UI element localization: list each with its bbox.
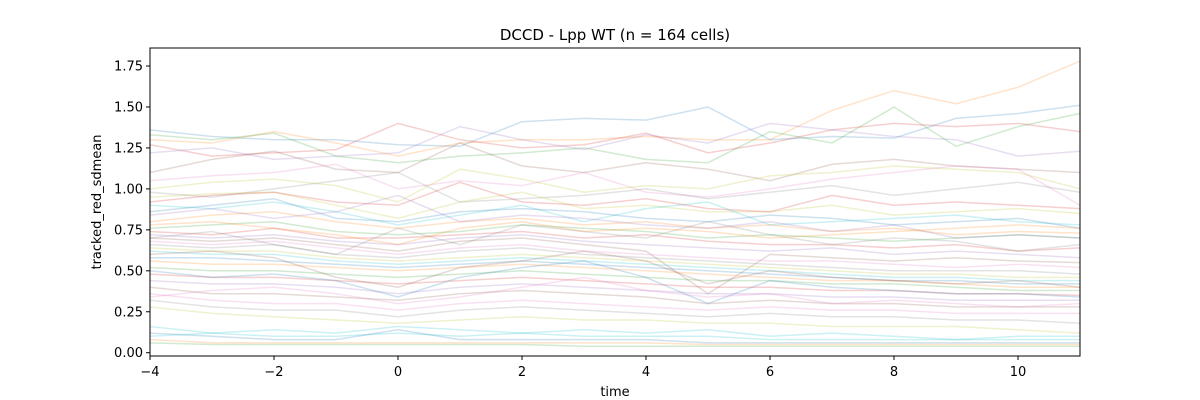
series-line-37 — [150, 276, 1080, 308]
x-tick-label: 10 — [1010, 365, 1027, 380]
series-line-10 — [150, 201, 1080, 226]
series-line-39 — [150, 165, 1080, 203]
y-tick-label: 1.00 — [114, 182, 143, 197]
y-tick-label: 1.75 — [114, 60, 143, 75]
y-axis-label: tracked_red_sdmean — [90, 134, 105, 269]
series-line-25 — [150, 279, 1080, 302]
y-tick-label: 0.75 — [114, 223, 143, 238]
series-line-19 — [150, 247, 1080, 279]
y-tick-label: 0.50 — [114, 264, 143, 279]
series-line-40 — [150, 325, 1080, 341]
series-line-26 — [150, 286, 1080, 308]
x-tick-label: 2 — [518, 365, 526, 380]
plot-frame — [149, 47, 1081, 357]
series-line-24 — [150, 273, 1080, 297]
series-line-41 — [150, 260, 1080, 305]
x-tick-label: −2 — [264, 365, 283, 380]
series-line-38 — [150, 220, 1080, 256]
series-line-27 — [150, 292, 1080, 315]
series-line-5 — [150, 122, 1080, 161]
series-line-9 — [150, 191, 1080, 220]
series-line-13 — [150, 220, 1080, 243]
series-line-4 — [150, 122, 1080, 157]
y-axis: 0.00 0.25 0.50 0.75 1.00 1.25 1.50 1.75 — [114, 60, 150, 361]
series-line-2 — [150, 60, 1080, 157]
series-line-20 — [150, 250, 1080, 282]
series-line-34 — [150, 181, 1080, 213]
x-axis-label: time — [600, 385, 629, 400]
y-tick-label: 1.25 — [114, 141, 143, 156]
series-line-31 — [150, 329, 1080, 344]
series-line-1 — [150, 104, 1080, 148]
series-line-6 — [150, 142, 1080, 182]
x-tick-label: 8 — [890, 365, 898, 380]
series-line-7 — [150, 163, 1080, 206]
x-tick-label: 4 — [642, 365, 650, 380]
y-tick-label: 1.50 — [114, 100, 143, 115]
series-layer — [150, 60, 1080, 347]
series-line-28 — [150, 299, 1080, 324]
series-line-21 — [150, 256, 1080, 285]
series-line-36 — [150, 250, 1080, 288]
series-line-42 — [150, 220, 1080, 246]
series-line-14 — [150, 227, 1080, 252]
series-line-32 — [150, 338, 1080, 346]
x-tick-label: 6 — [766, 365, 774, 380]
x-axis: −4 −2 0 2 4 6 8 10 — [140, 356, 1026, 380]
x-tick-label: 0 — [394, 365, 402, 380]
series-line-3 — [150, 106, 1080, 164]
y-tick-label: 0.00 — [114, 346, 143, 361]
series-line-23 — [150, 266, 1080, 292]
series-line-17 — [150, 240, 1080, 269]
x-tick-label: −4 — [140, 365, 159, 380]
series-line-33 — [150, 342, 1080, 347]
series-line-18 — [150, 243, 1080, 275]
y-tick-label: 0.25 — [114, 305, 143, 320]
series-line-11 — [150, 197, 1080, 229]
series-line-16 — [150, 237, 1080, 295]
series-line-35 — [150, 194, 1080, 239]
series-line-22 — [150, 260, 1080, 288]
chart-title: DCCD - Lpp WT (n = 164 cells) — [500, 26, 730, 44]
series-line-30 — [150, 325, 1080, 341]
series-line-15 — [150, 234, 1080, 259]
series-line-8 — [150, 171, 1080, 203]
series-line-12 — [150, 211, 1080, 236]
series-line-29 — [150, 306, 1080, 334]
